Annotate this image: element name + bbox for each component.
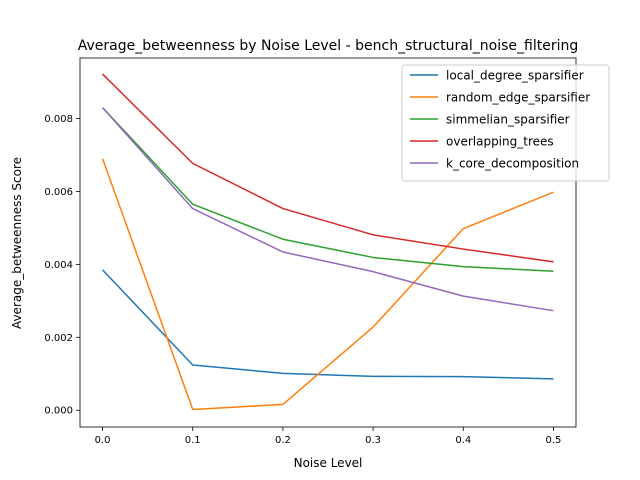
legend-label-overlapping-trees: overlapping_trees [446, 135, 554, 149]
legend-label-simmelian-sparsifier: simmelian_sparsifier [446, 113, 570, 127]
legend-label-random-edge-sparsifier: random_edge_sparsifier [446, 91, 590, 105]
legend-label-k-core-decomposition: k_core_decomposition [446, 157, 579, 171]
plot-area: 0.0 0.1 0.2 0.3 0.4 0.5 0.000 0.002 0.004 0.006 0.… [44, 57, 577, 446]
series-line-local-degree-sparsifier [102, 269, 554, 380]
y-tick-label: 0.008 [44, 114, 73, 125]
series-line-simmelian-sparsifier [102, 107, 554, 273]
series-line-k-core-decomposition [101, 107, 554, 312]
x-tick-label: 0.4 [455, 435, 471, 446]
series-line-overlapping-trees [102, 73, 554, 263]
x-tick-label: 0.2 [275, 435, 291, 446]
series-line-random-edge-sparsifier [101, 158, 554, 411]
x-tick-label: 0.5 [546, 435, 562, 446]
legend-label-local-degree-sparsifier: local_degree_sparsifier [446, 69, 584, 83]
legend-box [401, 64, 610, 182]
x-tick-label: 0.1 [185, 435, 201, 446]
x-tick-label: 0.3 [365, 435, 381, 446]
x-axis-label: Noise Level [294, 456, 363, 470]
y-axis-label: Average_betweenness Score [10, 157, 24, 329]
axes-frame [79, 57, 577, 428]
legend: local_degree_sparsifier random_edge_spars… [401, 64, 610, 182]
y-tick-label: 0.004 [44, 260, 73, 271]
y-tick-label: 0.002 [44, 333, 73, 344]
y-tick-label: 0.000 [44, 406, 73, 417]
y-tick-label: 0.006 [44, 187, 73, 198]
x-tick-label: 0.0 [95, 435, 111, 446]
chart-title: Average_betweenness by Noise Level - ben… [78, 38, 578, 54]
